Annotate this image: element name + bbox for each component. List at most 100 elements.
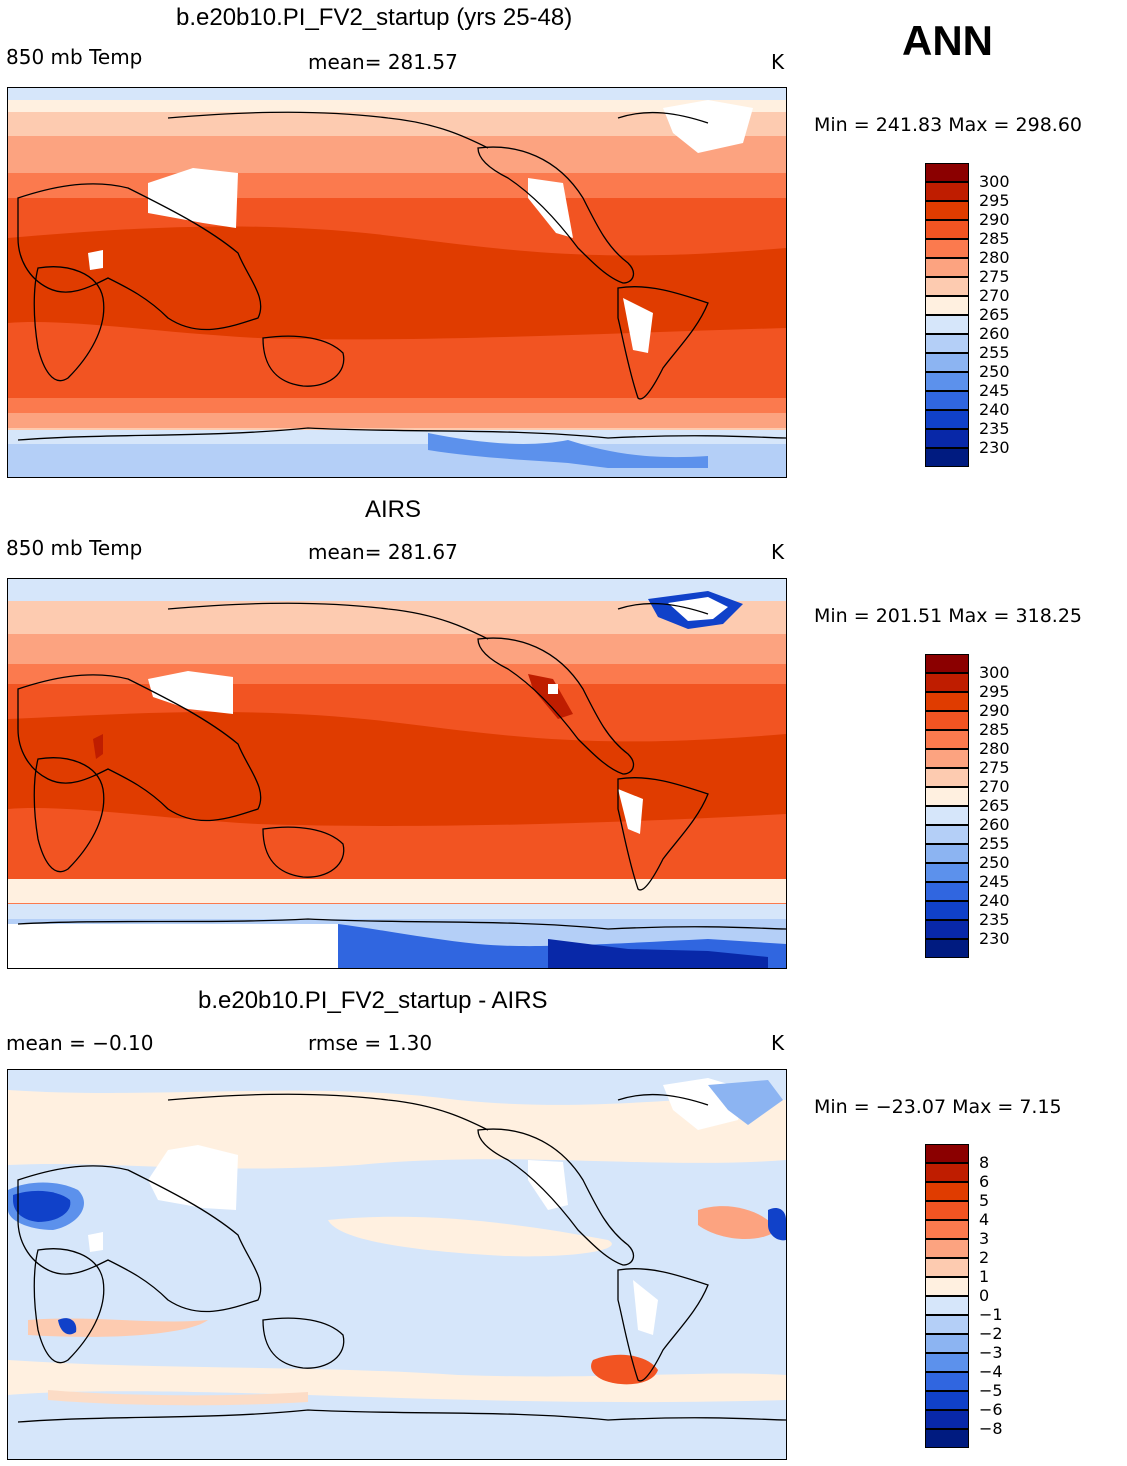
colorbar-model-label: 265	[979, 305, 1010, 324]
colorbar-obs-swatch-6	[925, 768, 969, 787]
colorbar-diff-swatch-0	[925, 1144, 969, 1163]
colorbar-model-label: 300	[979, 172, 1010, 191]
colorbar-diff-label: −4	[979, 1362, 1003, 1381]
colorbar-model-swatch-12	[925, 391, 969, 410]
colorbar-diff-swatch-14	[925, 1410, 969, 1429]
colorbar-obs-label: 230	[979, 929, 1010, 948]
colorbar-model-swatch-1	[925, 182, 969, 201]
colorbar-obs-swatch-1	[925, 673, 969, 692]
colorbar-model-swatch-0	[925, 163, 969, 182]
colorbar-model-label: 295	[979, 191, 1010, 210]
colorbar-obs-swatch-9	[925, 825, 969, 844]
colorbar-model-label: 240	[979, 400, 1010, 419]
mean-label-diff: mean = −0.10	[6, 1031, 154, 1055]
colorbar-diff-label: 5	[979, 1191, 990, 1210]
colorbar-diff-swatch-6	[925, 1258, 969, 1277]
colorbar-model-swatch-9	[925, 334, 969, 353]
variable-label-model: 850 mb Temp	[6, 45, 143, 69]
colorbar-diff-swatch-8	[925, 1296, 969, 1315]
colorbar-obs-label: 300	[979, 663, 1010, 682]
colorbar-diff-label: 1	[979, 1267, 990, 1286]
colorbar-model-swatch-10	[925, 353, 969, 372]
panel-title-model: b.e20b10.PI_FV2_startup (yrs 25-48)	[176, 4, 573, 31]
colorbar-model-swatch-13	[925, 410, 969, 429]
colorbar-model-swatch-8	[925, 315, 969, 334]
colorbar-model-swatch-11	[925, 372, 969, 391]
colorbar-model-label: 235	[979, 419, 1010, 438]
colorbar-diff-swatch-12	[925, 1372, 969, 1391]
colorbar-model-label: 280	[979, 248, 1010, 267]
colorbar-obs-swatch-7	[925, 787, 969, 806]
colorbar-diff-label: −5	[979, 1381, 1003, 1400]
colorbar-obs-label: 250	[979, 853, 1010, 872]
colorbar-obs-swatch-11	[925, 863, 969, 882]
colorbar-diff-label: −3	[979, 1343, 1003, 1362]
map-obs-field	[8, 579, 786, 968]
colorbar-obs-swatch-3	[925, 711, 969, 730]
variable-label-obs: 850 mb Temp	[6, 536, 143, 560]
colorbar-diff-swatch-2	[925, 1182, 969, 1201]
colorbar-obs-swatch-0	[925, 654, 969, 673]
units-label-model: K	[771, 50, 785, 74]
minmax-model: Min = 241.83 Max = 298.60	[814, 114, 1082, 136]
colorbar-diff-label: −1	[979, 1305, 1003, 1324]
colorbar-obs-label: 290	[979, 701, 1010, 720]
minmax-diff: Min = −23.07 Max = 7.15	[814, 1096, 1062, 1118]
colorbar-obs-swatch-8	[925, 806, 969, 825]
colorbar-model-label: 255	[979, 343, 1010, 362]
colorbar-model-swatch-14	[925, 429, 969, 448]
colorbar-obs-swatch-14	[925, 920, 969, 939]
colorbar-model-swatch-5	[925, 258, 969, 277]
colorbar-obs-swatch-15	[925, 939, 969, 958]
colorbar-model-swatch-15	[925, 448, 969, 467]
colorbar-diff-label: 4	[979, 1210, 990, 1229]
colorbar-model-swatch-4	[925, 239, 969, 258]
colorbar-diff-label: 0	[979, 1286, 990, 1305]
map-obs	[7, 578, 787, 969]
colorbar-model-label: 260	[979, 324, 1010, 343]
colorbar-obs-label: 280	[979, 739, 1010, 758]
colorbar-diff-label: 8	[979, 1153, 990, 1172]
colorbar-diff-swatch-4	[925, 1220, 969, 1239]
colorbar-obs-swatch-2	[925, 692, 969, 711]
panel-title-diff: b.e20b10.PI_FV2_startup - AIRS	[198, 987, 548, 1014]
colorbar-diff-swatch-7	[925, 1277, 969, 1296]
colorbar-obs-swatch-10	[925, 844, 969, 863]
colorbar-diff-swatch-5	[925, 1239, 969, 1258]
colorbar-obs-swatch-5	[925, 749, 969, 768]
coastlines-model	[17, 111, 786, 441]
colorbar-model-label: 275	[979, 267, 1010, 286]
colorbar-diff-label: 3	[979, 1229, 990, 1248]
colorbar-diff-label: −2	[979, 1324, 1003, 1343]
colorbar-diff-swatch-11	[925, 1353, 969, 1372]
colorbar-obs-label: 245	[979, 872, 1010, 891]
map-diff-field	[8, 1070, 786, 1459]
units-label-diff: K	[771, 1031, 785, 1055]
map-model-field	[8, 88, 786, 477]
colorbar-diff-label: −8	[979, 1419, 1003, 1438]
map-diff	[7, 1069, 787, 1460]
coastlines-diff	[17, 1093, 786, 1423]
colorbar-obs-label: 235	[979, 910, 1010, 929]
colorbar-obs-swatch-4	[925, 730, 969, 749]
mean-label-model: mean= 281.57	[308, 50, 458, 74]
colorbar-model-label: 285	[979, 229, 1010, 248]
colorbar-diff-swatch-13	[925, 1391, 969, 1410]
mean-label-obs: mean= 281.67	[308, 540, 458, 564]
colorbar-model-swatch-2	[925, 201, 969, 220]
units-label-obs: K	[771, 540, 785, 564]
colorbar-model-label: 245	[979, 381, 1010, 400]
colorbar-diff-label: 2	[979, 1248, 990, 1267]
colorbar-diff-swatch-15	[925, 1429, 969, 1448]
colorbar-obs-label: 265	[979, 796, 1010, 815]
colorbar-obs-label: 270	[979, 777, 1010, 796]
map-model	[7, 87, 787, 478]
colorbar-model-swatch-6	[925, 277, 969, 296]
colorbar-obs-swatch-13	[925, 901, 969, 920]
rmse-label-diff: rmse = 1.30	[308, 1031, 433, 1055]
colorbar-diff-swatch-10	[925, 1334, 969, 1353]
colorbar-obs-label: 275	[979, 758, 1010, 777]
coastlines-obs	[17, 602, 786, 930]
season-label: ANN	[902, 17, 993, 64]
colorbar-model-swatch-7	[925, 296, 969, 315]
